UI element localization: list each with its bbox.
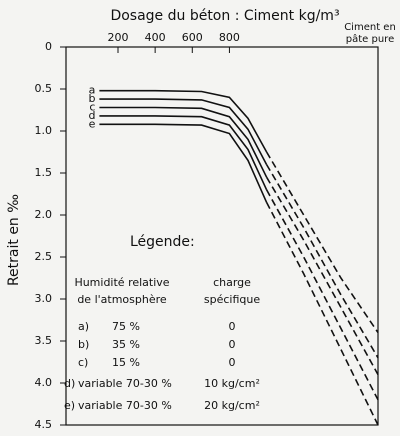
x-tick-label: 800 [219,31,240,44]
series-line [99,123,268,203]
y-tick-label: 4.5 [35,418,53,431]
plot-frame [65,46,379,426]
x-tick-label: 600 [182,31,203,44]
legend-cell: d) [64,377,75,390]
series-line [99,89,268,153]
x-end-label-box: Ciment en pâte pure [344,22,396,45]
legend-cell: e) [64,399,75,412]
legend-cell: 35 % [112,338,140,351]
y-tick-label: 4.0 [35,376,53,389]
y-tick-label: 2.5 [35,250,53,263]
series-label: c [89,100,95,113]
y-axis-label: Retrait en ‰ [6,194,22,286]
legend-cell: 75 % [112,320,140,333]
y-tick-label: 0 [45,40,52,53]
legend-header: Humidité relative [74,276,169,289]
y-tick-label: 2.0 [35,208,53,221]
y-tick-label: 0.5 [35,82,53,95]
legend-cell: 0 [229,320,236,333]
y-tick-label: 1.0 [35,124,53,137]
series-label: a [89,84,96,97]
series-line [99,115,268,191]
legend-cell: 0 [229,356,236,369]
legend-cell: a) [78,320,89,333]
series-line [99,98,268,165]
series-label: b [88,92,95,105]
legend-cell: 10 kg/cm² [204,377,260,390]
legend-header: spécifique [204,293,260,306]
y-tick-label: 1.5 [35,166,53,179]
y-tick-label: 3.5 [35,334,53,347]
legend-header: charge [213,276,251,289]
legend-header: de l'atmosphère [77,293,167,306]
series-line-dashed [265,176,379,375]
legend-cell: variable 70-30 % [78,399,172,412]
legend-cell: 0 [229,338,236,351]
legend-cell: 15 % [112,356,140,369]
legend-cell: variable 70-30 % [78,377,172,390]
legend-cell: 20 kg/cm² [204,399,260,412]
series-label: e [89,117,96,130]
y-tick-label: 3.0 [35,292,53,305]
legend-cell: b) [78,338,89,351]
series-line-dashed [265,202,379,426]
x-tick-label: 200 [108,31,129,44]
series-label: d [88,109,95,122]
series-line-dashed [265,189,379,401]
series-line-dashed [265,151,379,334]
series-line-dashed [265,164,379,359]
legend-title: Légende: [130,234,195,250]
x-tick-label: 400 [145,31,166,44]
legend-cell: c) [78,356,88,369]
chart-title: Dosage du béton : Ciment kg/m³ [110,8,339,24]
x-end-label: Ciment en pâte pure [344,22,396,45]
series-line [99,106,268,178]
